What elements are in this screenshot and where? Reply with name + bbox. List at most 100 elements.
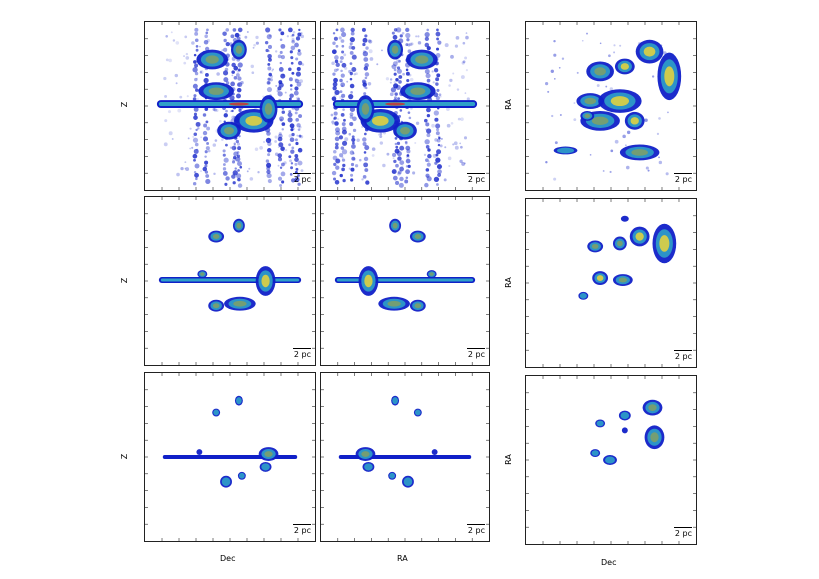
- streak-dot: [339, 153, 344, 158]
- noise-dot: [455, 36, 460, 40]
- streak-dot: [231, 70, 235, 74]
- streak-dot: [341, 158, 346, 162]
- streak-dot: [437, 40, 442, 45]
- density-map: [526, 22, 696, 190]
- noise-dot: [457, 117, 461, 121]
- streak-dot: [395, 163, 399, 168]
- streak-dot: [434, 161, 438, 165]
- noise-dot: [397, 171, 401, 176]
- noise-dot: [238, 34, 241, 37]
- streak-dot: [397, 156, 402, 161]
- streak-dot: [294, 157, 299, 162]
- noise-dot: [269, 78, 273, 82]
- noise-dot: [431, 70, 434, 73]
- density-map: [526, 199, 696, 367]
- noise-dot: [409, 42, 413, 47]
- noise-dot: [332, 117, 336, 121]
- streak-dot: [195, 121, 201, 127]
- noise-dot: [423, 153, 427, 157]
- streak-dot: [351, 46, 356, 50]
- streak-dot: [331, 49, 337, 55]
- noise-dot: [274, 152, 279, 157]
- streak-dot: [332, 72, 336, 76]
- streak-dot: [194, 172, 199, 178]
- streak-dot: [405, 169, 411, 175]
- y-axis-label-z: Z: [120, 101, 130, 108]
- noise-dot: [295, 96, 300, 101]
- blob-outer: [431, 449, 438, 456]
- noise-dot: [274, 135, 278, 139]
- noise-dot: [298, 125, 302, 129]
- streak-dot: [351, 144, 356, 149]
- streak-dot: [397, 170, 402, 175]
- streak-dot: [231, 174, 236, 179]
- noise-dot: [191, 41, 195, 45]
- noise-dot: [277, 146, 280, 149]
- noise-dot: [244, 35, 248, 39]
- blob-core: [205, 55, 219, 64]
- streak-dot: [288, 97, 292, 101]
- streak-dot: [192, 137, 199, 143]
- streak-dot: [392, 34, 398, 40]
- streak-dot: [293, 90, 299, 96]
- streak-dot: [393, 159, 397, 164]
- streak-dot: [194, 163, 200, 169]
- streak-dot: [392, 61, 398, 67]
- blob-outer: [620, 215, 629, 222]
- noise-dot: [434, 138, 438, 142]
- noise-dot: [271, 69, 274, 72]
- y-axis-label-z: Z: [120, 453, 130, 460]
- noise-dot: [298, 79, 301, 82]
- streak-dot: [288, 155, 292, 159]
- midplane-core: [160, 278, 300, 282]
- blob-core: [596, 275, 604, 281]
- streak-dot: [225, 176, 230, 181]
- noise-dot: [213, 172, 216, 176]
- noise-dot: [333, 93, 337, 97]
- blob-core: [264, 103, 273, 115]
- streak-dot: [202, 166, 208, 172]
- streak-dot: [341, 93, 346, 98]
- blob-core: [387, 300, 401, 307]
- streak-dot: [426, 128, 432, 134]
- streak-dot: [195, 48, 199, 52]
- streak-dot: [424, 182, 429, 188]
- noise-dot: [168, 131, 173, 136]
- streak-dot: [365, 46, 369, 50]
- noise-dot: [405, 165, 409, 168]
- blob-core: [415, 55, 429, 64]
- noise-dot: [346, 80, 349, 83]
- streak-dot: [349, 106, 356, 112]
- streak-dot: [396, 68, 402, 74]
- noise-dot: [358, 158, 362, 162]
- noise-dot: [368, 39, 373, 44]
- streak-dot: [235, 156, 241, 162]
- noise-dot: [200, 136, 203, 139]
- streak-dot: [266, 34, 272, 40]
- noise-dot: [212, 107, 216, 111]
- streak-dot: [294, 78, 300, 84]
- streak-dot: [438, 136, 441, 140]
- noise-dot: [255, 41, 259, 45]
- streak-dot: [405, 43, 409, 47]
- noise-dot: [213, 108, 217, 112]
- streak-dot: [291, 146, 295, 150]
- streak-dot: [335, 44, 339, 48]
- streak-dot: [297, 174, 300, 177]
- noise-dot: [164, 94, 168, 98]
- noise-dot: [414, 142, 417, 144]
- midplane-peak: [385, 102, 405, 106]
- noise-dot: [174, 73, 179, 78]
- streak-dot: [287, 27, 293, 33]
- noise-dot: [291, 127, 295, 131]
- streak-dot: [193, 60, 197, 64]
- streak-dot: [362, 174, 367, 179]
- streak-dot: [264, 40, 269, 45]
- streak-dot: [351, 156, 356, 161]
- blob-core: [429, 272, 434, 276]
- streak-dot: [291, 132, 295, 137]
- noise-dot: [344, 137, 349, 142]
- noise-dot: [559, 114, 562, 117]
- noise-dot: [344, 66, 348, 70]
- streak-dot: [204, 150, 208, 154]
